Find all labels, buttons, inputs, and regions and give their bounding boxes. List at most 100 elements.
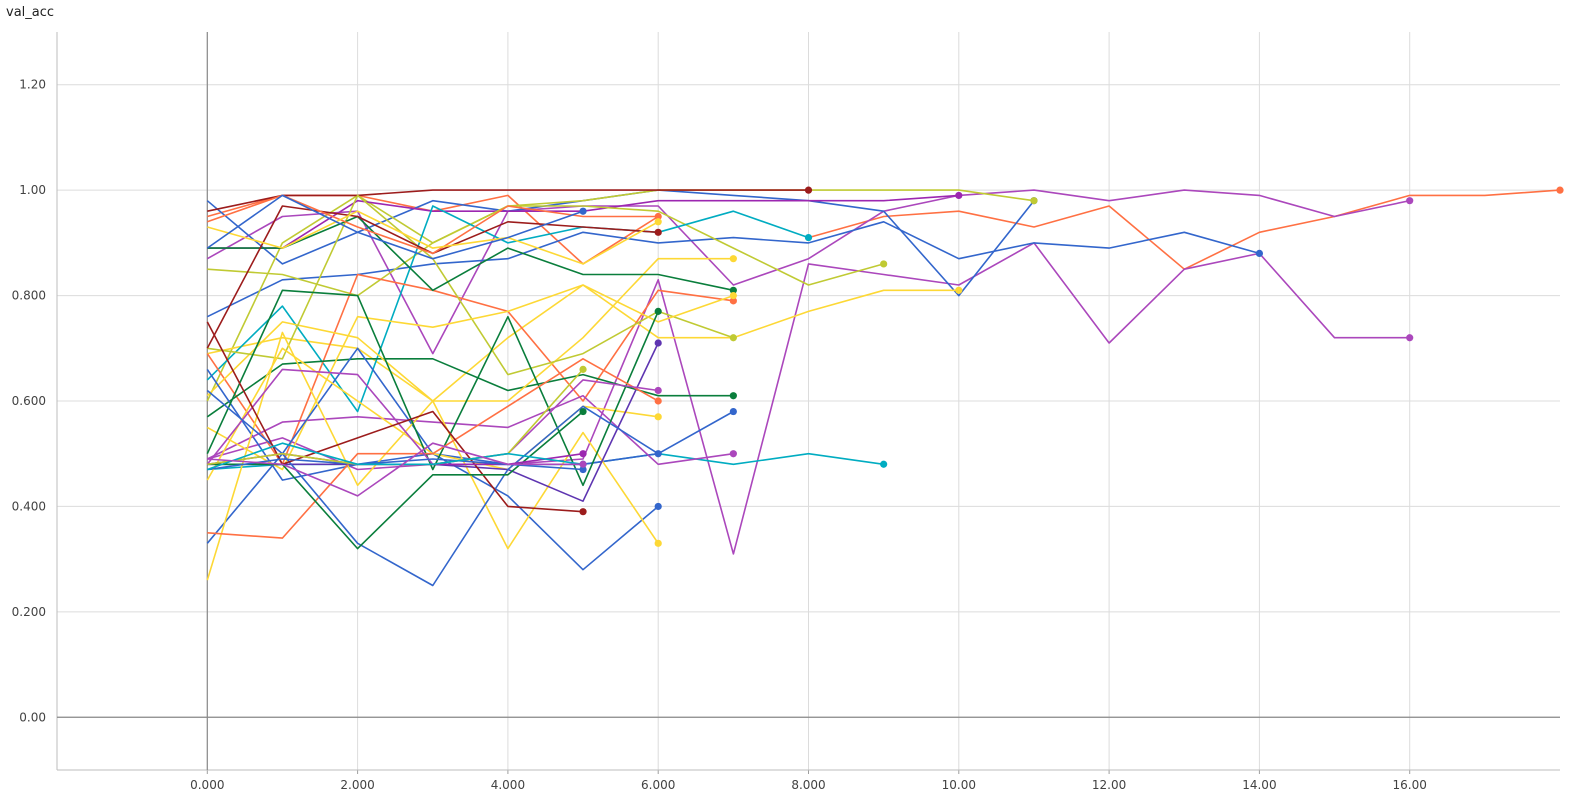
series-end-point xyxy=(579,465,587,474)
grid xyxy=(57,32,1560,770)
series-end-point xyxy=(654,502,662,511)
series-end-point xyxy=(654,218,662,226)
series-end-point xyxy=(579,407,587,416)
series-end-point xyxy=(955,286,963,294)
series-end-point xyxy=(1556,186,1564,194)
series-32 xyxy=(206,321,587,516)
series-end-point xyxy=(654,212,662,221)
series-end-point xyxy=(729,286,737,294)
series-line xyxy=(206,389,659,587)
series-end-point xyxy=(654,450,662,458)
y-tick-labels: 0.00 0.200 0.400 0.600 0.800 1.00 1.20 xyxy=(12,78,46,725)
series-17 xyxy=(206,394,737,466)
series-line xyxy=(207,458,584,471)
series-end-point xyxy=(729,255,737,263)
series-line xyxy=(207,210,659,265)
x-tick-label: 10.00 xyxy=(942,778,976,792)
series-end-point xyxy=(579,508,587,516)
series-end-point xyxy=(1406,334,1414,342)
series-end-point xyxy=(654,397,662,405)
series-end-point xyxy=(654,339,662,347)
series-10 xyxy=(207,284,963,402)
series-line xyxy=(206,273,734,466)
x-tick-label: 0.000 xyxy=(190,778,224,792)
series-3 xyxy=(207,242,1414,555)
series-4 xyxy=(206,221,1263,318)
series-14 xyxy=(206,358,737,418)
series-line xyxy=(206,321,584,513)
series-end-point xyxy=(1030,197,1038,205)
series-30 xyxy=(207,210,662,265)
series-line xyxy=(206,194,584,260)
y-tick-label: 0.800 xyxy=(12,289,46,303)
x-tick-label: 16.00 xyxy=(1393,778,1427,792)
series-end-point xyxy=(729,450,737,458)
series-18 xyxy=(207,194,737,376)
series-end-point xyxy=(654,386,662,395)
series-25 xyxy=(207,339,662,502)
series-line xyxy=(206,221,1260,318)
series-35 xyxy=(207,458,587,474)
series-12 xyxy=(206,205,813,413)
series-line xyxy=(206,289,659,487)
series-22 xyxy=(206,331,662,581)
x-tick-labels: 0.000 2.000 4.000 6.000 8.000 10.00 12.00 14.00… xyxy=(190,778,1427,792)
series-end-point xyxy=(729,297,737,305)
series-line xyxy=(207,442,584,471)
series-line xyxy=(207,194,659,255)
series-end-point xyxy=(880,260,888,268)
series-end-point xyxy=(579,460,587,468)
x-tick-label: 12.00 xyxy=(1092,778,1126,792)
series-line xyxy=(207,205,884,297)
series-end-point xyxy=(654,228,662,236)
axes xyxy=(56,32,1560,774)
series-end-point xyxy=(804,186,813,194)
series-line xyxy=(207,442,583,497)
series-26 xyxy=(206,289,662,487)
series-end-point xyxy=(729,407,737,416)
series-line xyxy=(207,194,734,376)
series-end-point xyxy=(804,233,813,242)
series-27 xyxy=(207,358,662,539)
series-line xyxy=(206,205,809,413)
y-tick-label: 0.200 xyxy=(12,605,46,619)
y-tick-label: 0.600 xyxy=(12,394,46,408)
series-end-point xyxy=(729,291,737,300)
series-20 xyxy=(206,284,737,471)
chart-title: val_acc xyxy=(6,5,55,20)
x-tick-label: 4.000 xyxy=(491,778,525,792)
series-15 xyxy=(206,255,737,402)
series-end-point xyxy=(880,460,888,468)
x-tick-label: 6.000 xyxy=(641,778,675,792)
y-tick-label: 0.400 xyxy=(12,499,46,513)
series-line xyxy=(207,242,1410,555)
series-end-point xyxy=(579,207,587,215)
series-end-point xyxy=(654,413,662,421)
series-line xyxy=(206,189,1035,402)
series-end-point xyxy=(1255,249,1263,257)
series-line xyxy=(207,189,809,212)
series-11 xyxy=(207,186,813,212)
series-line xyxy=(206,189,1410,355)
series-line xyxy=(207,358,659,539)
series-line xyxy=(207,189,1561,270)
series-39 xyxy=(206,194,587,260)
series-end-point xyxy=(579,365,587,373)
series-line xyxy=(206,331,659,581)
series-1 xyxy=(207,186,1564,270)
series-6 xyxy=(206,189,1038,402)
series-29 xyxy=(207,194,662,255)
series-end-point xyxy=(654,307,662,315)
series-end-point xyxy=(955,191,963,200)
series-31 xyxy=(206,389,662,587)
series-line xyxy=(206,257,734,402)
y-tick-label: 0.00 xyxy=(19,710,46,724)
series-line xyxy=(206,358,734,418)
series-2 xyxy=(206,189,1414,355)
series-line xyxy=(207,194,959,249)
x-tick-label: 2.000 xyxy=(340,778,374,792)
series-38 xyxy=(207,442,587,497)
series-13 xyxy=(206,273,737,466)
series-end-point xyxy=(729,392,737,400)
